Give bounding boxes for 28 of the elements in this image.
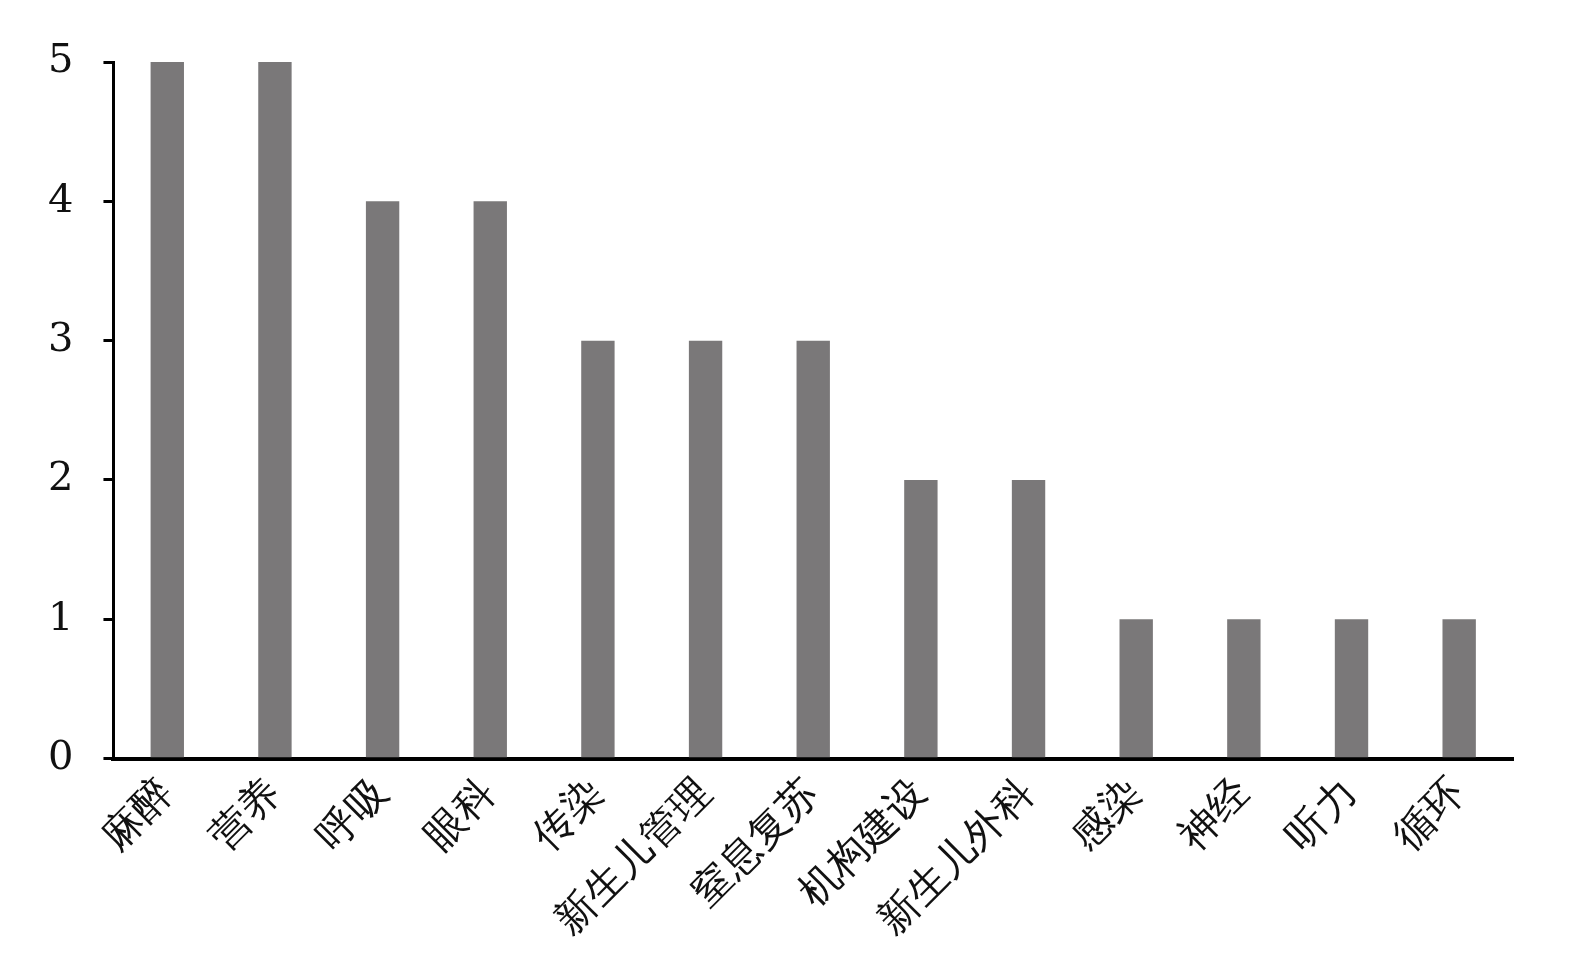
bar	[258, 62, 292, 758]
bar	[365, 201, 400, 758]
y-tick-label: 4	[48, 174, 74, 221]
bar	[1119, 619, 1153, 758]
x-tick-label: 听力	[1276, 768, 1366, 858]
bar	[1334, 619, 1369, 758]
bar	[688, 340, 723, 758]
bar	[796, 340, 830, 758]
x-tick-label: 传染	[522, 768, 612, 858]
bar	[581, 340, 615, 758]
bar	[904, 479, 938, 758]
y-tick-label: 2	[48, 453, 74, 500]
bar	[150, 62, 184, 758]
bar	[1227, 619, 1261, 758]
bar	[1442, 619, 1476, 758]
y-tick-label: 1	[48, 592, 74, 639]
y-tick-label: 3	[48, 314, 74, 361]
x-tick-label: 呼吸	[307, 768, 397, 858]
x-tick-label: 感染	[1060, 768, 1150, 858]
bar	[1011, 479, 1046, 758]
x-tick-label: 麻醉	[91, 768, 181, 858]
x-tick-label: 循环	[1383, 768, 1473, 858]
y-tick-label: 5	[48, 35, 74, 82]
x-tick-label: 神经	[1168, 768, 1258, 858]
x-tick-label: 营养	[199, 768, 289, 858]
bar	[473, 201, 507, 758]
x-tick-label: 眼科	[414, 768, 504, 858]
y-tick-label: 0	[48, 732, 74, 779]
